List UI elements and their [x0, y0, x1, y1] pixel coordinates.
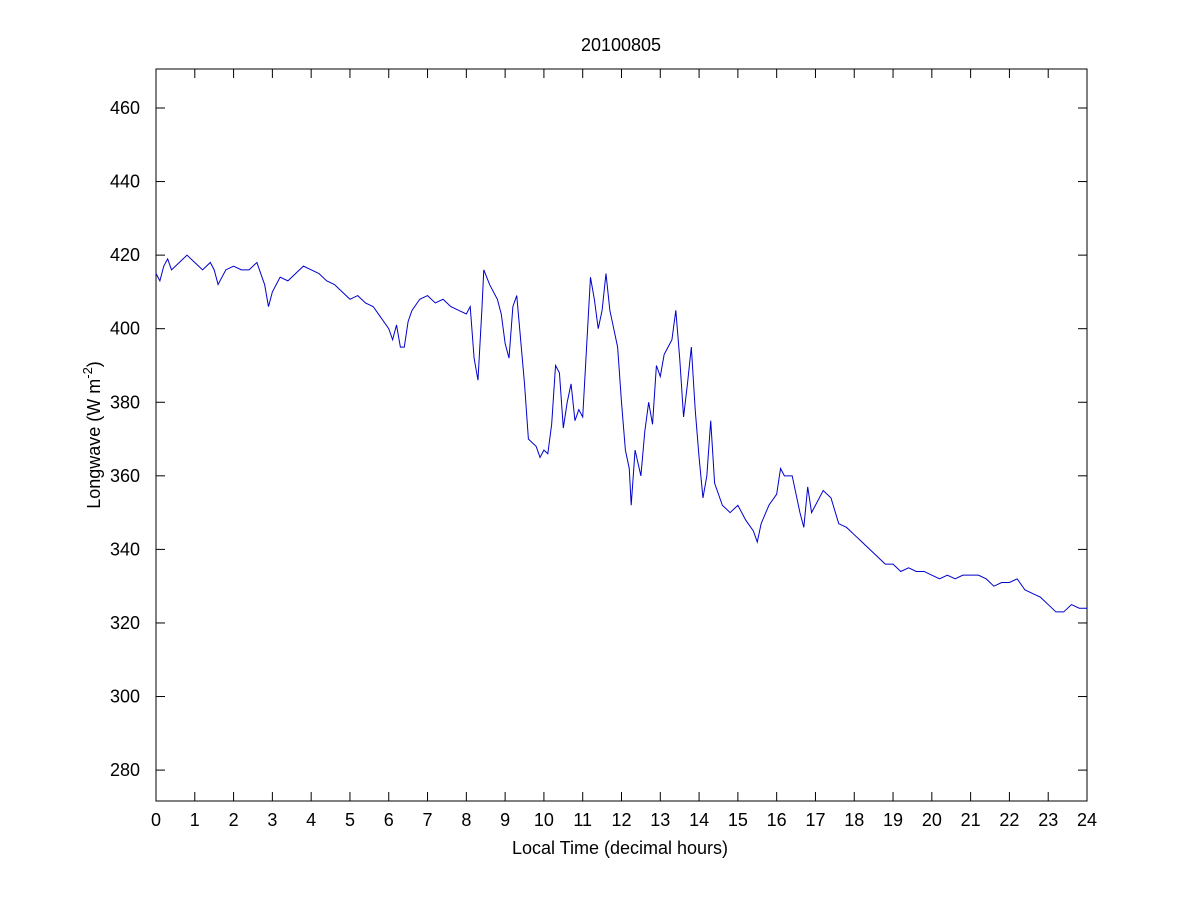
x-tick-label: 6 [384, 810, 394, 830]
y-tick-label: 300 [110, 687, 140, 707]
x-tick-label: 21 [961, 810, 981, 830]
x-tick-label: 12 [611, 810, 631, 830]
y-axis-label: Longwave (W m-2) [80, 361, 104, 509]
y-tick-label: 420 [110, 245, 140, 265]
x-tick-label: 19 [883, 810, 903, 830]
x-tick-label: 18 [844, 810, 864, 830]
y-tick-label: 380 [110, 392, 140, 412]
y-tick-label: 280 [110, 760, 140, 780]
y-tick-label: 320 [110, 613, 140, 633]
y-label-suffix: ) [84, 361, 104, 367]
x-tick-label: 23 [1038, 810, 1058, 830]
y-label-text: Longwave (W m [84, 379, 104, 509]
x-tick-label: 22 [999, 810, 1019, 830]
x-tick-label: 14 [689, 810, 709, 830]
y-tick-label: 460 [110, 98, 140, 118]
x-tick-label: 1 [190, 810, 200, 830]
x-tick-label: 5 [345, 810, 355, 830]
x-tick-label: 24 [1077, 810, 1097, 830]
x-tick-label: 16 [767, 810, 787, 830]
x-tick-label: 8 [461, 810, 471, 830]
x-tick-label: 0 [151, 810, 161, 830]
x-tick-label: 13 [650, 810, 670, 830]
x-tick-label: 17 [805, 810, 825, 830]
x-tick-label: 4 [306, 810, 316, 830]
data-line [155, 254, 1087, 613]
x-tick-label: 20 [922, 810, 942, 830]
x-tick-label: 10 [534, 810, 554, 830]
x-tick-label: 3 [267, 810, 277, 830]
plot-box [155, 68, 1088, 802]
x-tick-label: 9 [500, 810, 510, 830]
y-tick-label: 440 [110, 172, 140, 192]
x-tick-label: 15 [728, 810, 748, 830]
x-axis-label: Local Time (decimal hours) [512, 838, 728, 858]
x-tick-label: 11 [573, 810, 592, 830]
x-tick-label: 7 [423, 810, 433, 830]
y-tick-label: 340 [110, 539, 140, 559]
x-tick-label: 2 [229, 810, 239, 830]
y-label-sup: -2 [80, 367, 95, 379]
y-tick-label: 400 [110, 319, 140, 339]
chart-title: 20100805 [581, 35, 661, 55]
y-tick-label: 360 [110, 466, 140, 486]
